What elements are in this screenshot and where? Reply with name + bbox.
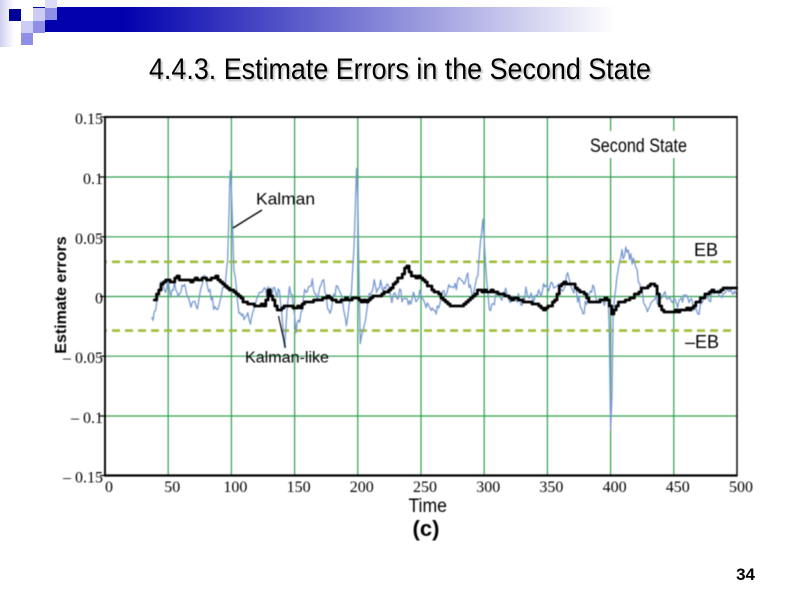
svg-text:Kalman: Kalman <box>256 190 315 209</box>
svg-text:Second State: Second State <box>590 136 687 157</box>
svg-text:– 0.15: – 0.15 <box>62 470 103 487</box>
svg-text:0.15: 0.15 <box>75 111 103 128</box>
svg-text:400: 400 <box>603 479 627 496</box>
svg-text:EB: EB <box>694 240 718 260</box>
svg-text:500: 500 <box>729 479 753 496</box>
svg-text:0: 0 <box>95 291 103 308</box>
svg-text:0.1: 0.1 <box>83 171 103 188</box>
svg-text:0.05: 0.05 <box>75 231 103 248</box>
svg-text:200: 200 <box>350 479 374 496</box>
svg-text:Time: Time <box>408 496 447 517</box>
svg-text:450: 450 <box>666 479 690 496</box>
svg-text:50: 50 <box>164 479 180 496</box>
svg-text:250: 250 <box>413 479 437 496</box>
svg-text:100: 100 <box>223 479 247 496</box>
svg-text:350: 350 <box>539 479 563 496</box>
svg-text:0: 0 <box>105 479 113 496</box>
svg-text:Estimate errors: Estimate errors <box>53 236 70 353</box>
svg-text:150: 150 <box>287 479 311 496</box>
svg-text:– 0.1: – 0.1 <box>70 410 103 427</box>
svg-text:– 0.05: – 0.05 <box>62 350 103 367</box>
svg-text:Kalman-like: Kalman-like <box>245 350 329 367</box>
svg-text:–EB: –EB <box>685 332 719 352</box>
svg-text:(c): (c) <box>413 516 440 541</box>
svg-text:300: 300 <box>476 479 500 496</box>
